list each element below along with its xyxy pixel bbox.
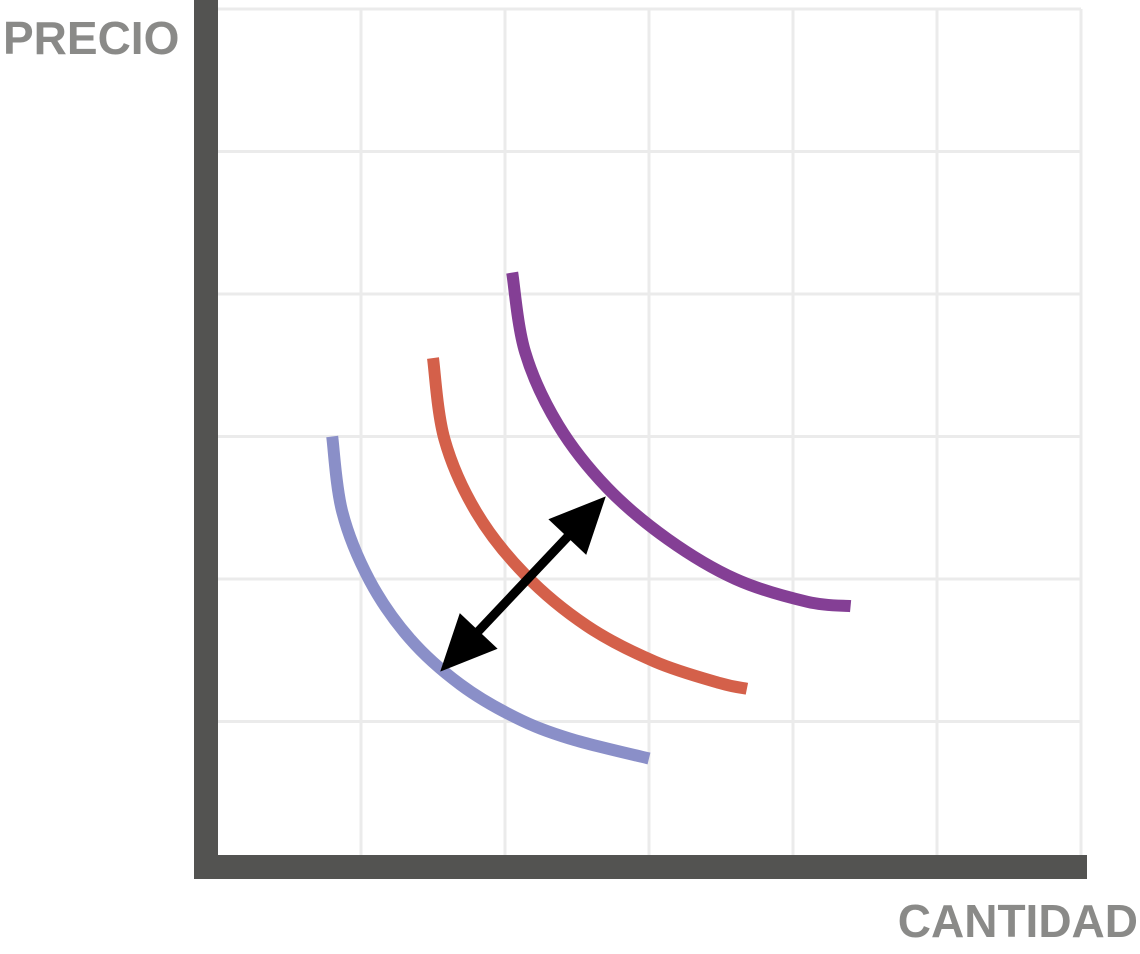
arrow-head-left [440,613,498,672]
arrow-shaft [472,531,574,637]
demand-curve-shifted-left [326,435,651,765]
demand-curve-original [427,357,749,695]
grid [217,7,1083,864]
x-axis-line [194,855,1087,879]
curves [326,271,852,765]
shift-arrow [440,496,606,672]
y-axis-line [194,0,218,864]
arrow-head-right [548,496,606,555]
x-axis-label: CANTIDAD [898,895,1138,947]
demand-curve-shifted-right [506,271,852,613]
y-axis-label: PRECIO [3,12,179,64]
